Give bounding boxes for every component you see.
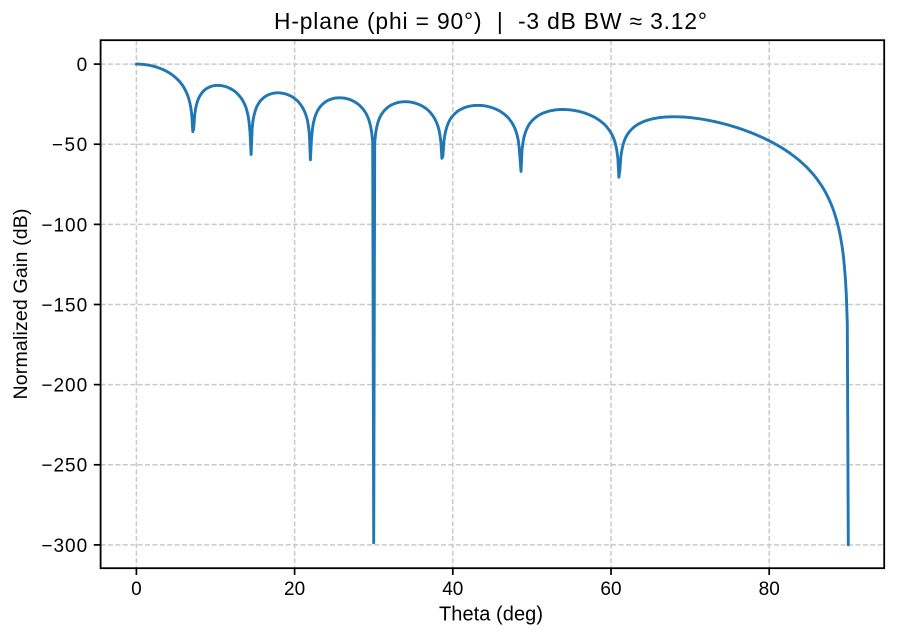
svg-text:40: 40	[442, 579, 463, 600]
svg-text:0: 0	[131, 579, 142, 600]
svg-text:Theta (deg): Theta (deg)	[439, 604, 543, 626]
svg-text:−150: −150	[41, 295, 87, 316]
svg-text:80: 80	[759, 579, 780, 600]
svg-text:60: 60	[600, 579, 621, 600]
svg-text:−50: −50	[52, 135, 87, 156]
svg-text:0: 0	[77, 55, 88, 76]
svg-text:20: 20	[284, 579, 305, 600]
svg-text:−100: −100	[41, 215, 87, 236]
svg-text:Normalized Gain (dB): Normalized Gain (dB)	[10, 209, 32, 400]
svg-text:H-plane (phi = 90°) | -3 dB: H-plane (phi = 90°) | -3 dB BW ≈ 3.12°	[274, 8, 707, 34]
svg-text:−200: −200	[41, 376, 87, 397]
svg-text:−250: −250	[41, 456, 87, 477]
svg-text:−300: −300	[41, 536, 87, 557]
